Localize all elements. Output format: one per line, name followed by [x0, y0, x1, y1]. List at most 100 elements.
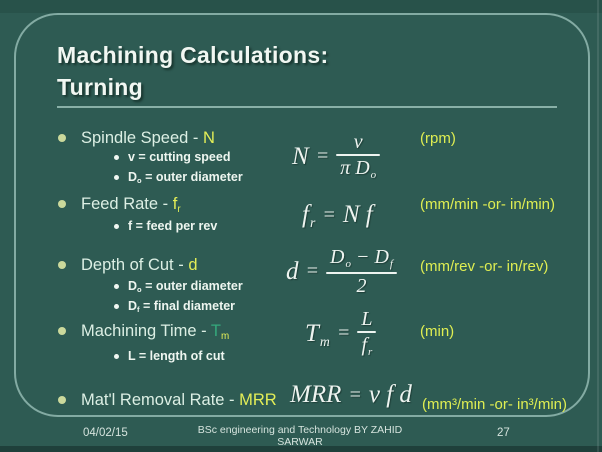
bullet-accent-symbol: T	[210, 322, 222, 340]
fraction-bar	[326, 272, 397, 274]
lhs-subscript: r	[309, 215, 316, 231]
formula-machining-time: Tm = L fr	[305, 308, 377, 359]
unit-label-depth: (mm/rev -or- in/rev)	[420, 258, 549, 275]
equals-sign: =	[305, 260, 320, 282]
unit-label-feed: (mm/min -or- in/min)	[420, 196, 555, 213]
fraction: L fr	[357, 308, 377, 359]
fraction: v π Do	[336, 131, 381, 182]
sub-bullet-label: Df = final diameter	[128, 299, 235, 315]
formula-feed-rate: fr = N f	[302, 201, 373, 231]
slide-border-frame	[14, 13, 590, 417]
sub-bullet-dot-icon	[114, 175, 119, 180]
numerator-term-a-subscript: o	[345, 258, 351, 271]
unit-label-spindle: (rpm)	[420, 130, 456, 147]
equals-sign: =	[315, 145, 330, 167]
bullet-label: Feed Rate - fr	[81, 194, 181, 217]
bullet-label: Spindle Speed - N	[81, 128, 215, 148]
footer-date: 04/02/15	[83, 427, 128, 439]
footer-center-line1: BSc engineering and Technology BY ZAHID	[197, 424, 403, 436]
fraction-bar	[357, 331, 377, 333]
equals-sign: =	[336, 322, 351, 344]
footer-page-number: 27	[497, 427, 510, 439]
equals-sign: =	[348, 383, 362, 406]
fraction-numerator: Do − Df	[326, 246, 397, 271]
bullet-dot-icon	[58, 134, 66, 142]
denominator-subscript: o	[370, 169, 377, 182]
lhs-subscript: m	[319, 333, 330, 349]
sub-bullet-dot-icon	[114, 304, 119, 309]
sub-bullet-label: L = length of cut	[128, 349, 225, 365]
slide-title-line1: Machining Calculations:	[57, 42, 329, 68]
bottom-edge-shade	[0, 446, 602, 452]
formula-lhs: Tm	[305, 320, 330, 349]
sub-definition: = cutting speed	[134, 150, 231, 164]
bullet-label: Mat'l Removal Rate - MRR	[81, 390, 277, 410]
sub-bullet-feed-per-rev: f = feed per rev	[114, 219, 217, 235]
formula-lhs: MRR	[290, 381, 342, 408]
numerator-term-b-subscript: f	[389, 258, 393, 271]
numerator-term-b: D	[374, 246, 389, 268]
fraction-bar	[336, 154, 381, 156]
sub-bullet-label: f = feed per rev	[128, 219, 217, 235]
sub-bullet-outer-diameter-2: Do = outer diameter	[114, 279, 243, 295]
formula-lhs: fr	[302, 201, 316, 231]
fraction-denominator: 2	[356, 275, 367, 297]
sub-bullet-dot-icon	[114, 354, 119, 359]
bullet-item-machining-time: Machining Time - Tm	[58, 321, 229, 344]
bullet-item-depth-of-cut: Depth of Cut - d	[58, 255, 198, 275]
bullet-accent-symbol: d	[188, 256, 198, 274]
lhs-text: f	[302, 201, 309, 228]
sub-subscript: o	[137, 285, 142, 295]
fraction-denominator: fr	[357, 334, 376, 359]
sub-subscript: o	[137, 176, 142, 186]
bullet-text: Machining Time -	[81, 322, 211, 340]
sub-bullet-outer-diameter-1: Do = outer diameter	[114, 170, 243, 186]
formula-lhs: N	[292, 142, 309, 170]
slide-title: Machining Calculations: Turning	[57, 39, 577, 103]
sub-definition: = outer diameter	[141, 279, 243, 293]
bullet-text: Feed Rate -	[81, 195, 173, 213]
fraction-numerator: v	[353, 131, 363, 153]
fraction-denominator: π Do	[336, 157, 380, 182]
sub-definition: = length of cut	[135, 349, 225, 363]
bullet-dot-icon	[58, 200, 66, 208]
footer-center-line2: SARWAR	[277, 436, 323, 448]
bullet-label: Machining Time - Tm	[81, 321, 229, 344]
fraction: Do − Df 2	[326, 246, 397, 297]
sub-symbol: L	[128, 349, 136, 363]
title-underline	[57, 106, 557, 108]
footer-center-text: BSc engineering and Technology BY ZAHID …	[175, 424, 425, 448]
formula-material-removal-rate: MRR = v f d	[290, 381, 412, 409]
bullet-text: Mat'l Removal Rate -	[81, 391, 240, 409]
unit-label-mrr: (mm³/min -or- in³/min)	[422, 396, 567, 413]
sub-bullet-label: Do = outer diameter	[128, 170, 243, 186]
formula-rhs: N f	[342, 201, 373, 228]
sub-symbol: v	[128, 150, 135, 164]
bullet-dot-icon	[58, 396, 66, 404]
bullet-dot-icon	[58, 327, 66, 335]
bullet-item-spindle-speed: Spindle Speed - N	[58, 128, 215, 148]
numerator-term-a: D	[330, 246, 345, 268]
bullet-accent-subscript: r	[177, 204, 181, 216]
bullet-item-material-removal-rate: Mat'l Removal Rate - MRR	[58, 390, 277, 410]
right-edge-highlight	[597, 0, 599, 452]
denominator-subscript: r	[368, 346, 373, 359]
sub-bullet-label: v = cutting speed	[128, 150, 230, 166]
sub-symbol: D	[128, 170, 138, 184]
sub-bullet-cutting-speed: v = cutting speed	[114, 150, 230, 166]
bullet-accent-symbol: MRR	[239, 391, 277, 409]
top-edge-shade	[0, 0, 602, 13]
sub-subscript: f	[137, 305, 140, 315]
sub-bullet-final-diameter: Df = final diameter	[114, 299, 235, 315]
denominator-text: f	[361, 334, 368, 356]
bullet-item-feed-rate: Feed Rate - fr	[58, 194, 181, 217]
bullet-accent-subscript: m	[221, 331, 230, 343]
slide-title-line2: Turning	[57, 74, 143, 100]
sub-bullet-dot-icon	[114, 155, 119, 160]
formula-depth-of-cut: d = Do − Df 2	[286, 246, 397, 297]
formula-lhs: d	[286, 257, 299, 285]
denominator-text: π D	[340, 157, 370, 179]
bullet-label: Depth of Cut - d	[81, 255, 198, 275]
unit-label-time: (min)	[420, 323, 455, 340]
